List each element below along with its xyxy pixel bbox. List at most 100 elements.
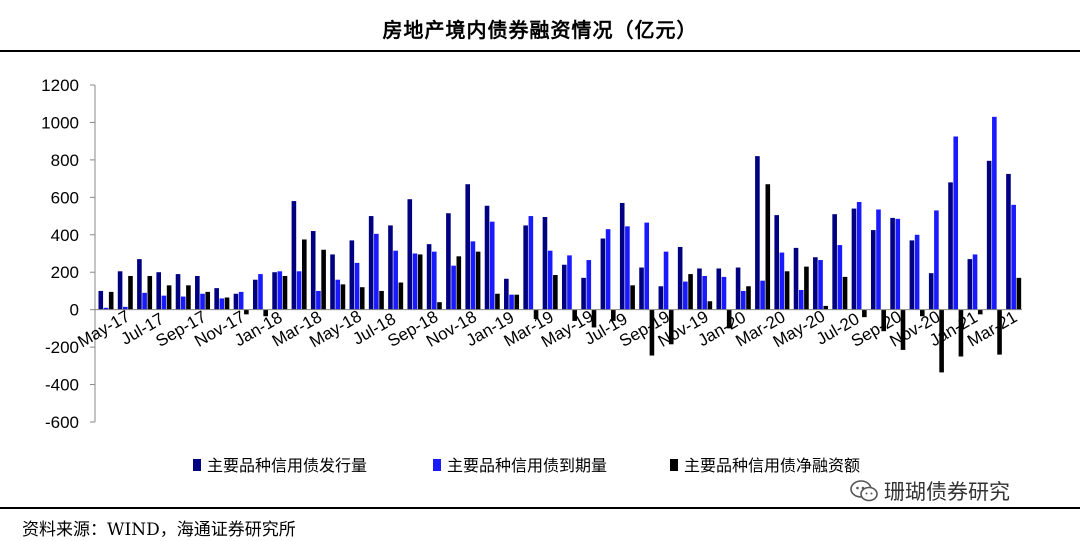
bar-maturity xyxy=(200,293,205,310)
bar-maturity xyxy=(953,136,959,310)
bar-issuance xyxy=(832,214,837,310)
watermark: 珊瑚债券研究 xyxy=(850,476,1010,506)
bar-issuance xyxy=(1006,173,1011,310)
bar-issuance xyxy=(252,279,258,310)
bar-maturity xyxy=(721,276,727,310)
bar-maturity xyxy=(818,260,823,310)
bar-issuance xyxy=(813,257,818,310)
bar-issuance xyxy=(639,267,644,310)
bar-net-financing xyxy=(456,256,462,310)
y-tick-label: 600 xyxy=(51,188,79,207)
bar-net-financing xyxy=(842,276,848,310)
y-tick-label: 1200 xyxy=(41,76,79,95)
top-rule xyxy=(0,50,1080,52)
bar-issuance xyxy=(504,278,509,310)
bar-issuance xyxy=(909,240,915,310)
bar-maturity xyxy=(431,251,437,310)
bar-issuance xyxy=(928,273,934,310)
bar-net-financing xyxy=(668,309,674,345)
bar-issuance xyxy=(851,208,857,310)
bar-issuance xyxy=(948,182,953,310)
source-note: 资料来源：WIND，海通证券研究所 xyxy=(22,520,296,540)
bar-maturity xyxy=(451,265,456,310)
bar-net-financing xyxy=(302,239,307,310)
bar-issuance xyxy=(600,238,606,310)
bar-net-financing xyxy=(108,291,114,310)
bar-issuance xyxy=(870,230,876,310)
bar-maturity xyxy=(740,290,746,310)
bar-issuance xyxy=(774,215,780,310)
bar-issuance xyxy=(716,268,722,310)
bar-net-financing xyxy=(977,309,983,315)
bar-net-financing xyxy=(166,285,172,310)
bar-maturity xyxy=(103,307,109,310)
bar-maturity xyxy=(702,275,707,310)
bar-maturity xyxy=(296,271,302,310)
bar-issuance xyxy=(175,274,181,310)
bar-maturity xyxy=(972,254,978,310)
y-tick-label: -600 xyxy=(45,413,79,432)
bar-issuance xyxy=(986,160,992,310)
bar-maturity xyxy=(567,255,572,310)
bar-issuance xyxy=(697,268,702,310)
bar-maturity xyxy=(644,222,650,310)
bar-net-financing xyxy=(823,305,829,310)
bar-net-financing xyxy=(205,291,211,310)
bar-issuance xyxy=(388,225,393,310)
bar-net-financing xyxy=(920,309,925,317)
bar-issuance xyxy=(484,205,490,310)
bar-maturity xyxy=(489,221,495,310)
bar-issuance xyxy=(233,293,239,310)
bar-maturity xyxy=(605,229,611,310)
bar-net-financing xyxy=(939,309,944,373)
bar-net-financing xyxy=(726,309,732,329)
bar-issuance xyxy=(349,240,355,310)
bar-maturity xyxy=(992,116,997,310)
bar-maturity xyxy=(856,202,862,310)
bar-maturity xyxy=(683,281,688,310)
bar-issuance xyxy=(407,199,413,310)
bar-net-financing xyxy=(437,302,442,310)
bar-net-financing xyxy=(398,282,404,310)
bar-net-financing xyxy=(997,309,1002,355)
legend-label: 主要品种信用债到期量 xyxy=(447,456,607,475)
bar-maturity xyxy=(180,296,186,310)
bar-issuance xyxy=(156,272,162,310)
legend-swatch xyxy=(433,459,441,471)
y-tick-label: 400 xyxy=(51,226,79,245)
bar-maturity xyxy=(934,210,939,310)
bar-issuance xyxy=(542,216,548,310)
bar-issuance xyxy=(310,231,316,310)
bar-net-financing xyxy=(591,309,597,328)
bar-issuance xyxy=(967,259,973,310)
bar-net-financing xyxy=(514,294,520,310)
legend-label: 主要品种信用债净融资额 xyxy=(684,456,860,475)
bar-net-financing xyxy=(282,275,288,310)
bar-maturity xyxy=(547,250,553,310)
bar-maturity xyxy=(335,279,341,310)
bar-net-financing xyxy=(611,309,616,321)
bar-net-financing xyxy=(862,309,867,318)
bar-issuance xyxy=(117,271,123,310)
legend-swatch xyxy=(670,459,678,471)
bar-issuance xyxy=(658,286,664,310)
bar-net-financing xyxy=(958,309,964,357)
watermark-text: 珊瑚债券研究 xyxy=(884,480,1010,504)
bar-maturity xyxy=(837,245,843,310)
bar-maturity xyxy=(374,233,379,310)
bar-issuance xyxy=(619,202,625,310)
bar-net-financing xyxy=(186,285,191,310)
bar-net-financing xyxy=(572,309,577,321)
bottom-rule xyxy=(0,507,1080,509)
bar-net-financing xyxy=(630,285,635,310)
bar-maturity xyxy=(914,234,920,310)
bar-maturity xyxy=(393,250,398,310)
bar-maturity xyxy=(258,274,263,310)
bar-issuance xyxy=(755,156,760,310)
bar-net-financing xyxy=(688,274,693,310)
bar-net-financing xyxy=(900,309,906,350)
bar-net-financing xyxy=(379,290,384,310)
bar-maturity xyxy=(277,271,283,310)
bar-maturity xyxy=(219,298,225,310)
